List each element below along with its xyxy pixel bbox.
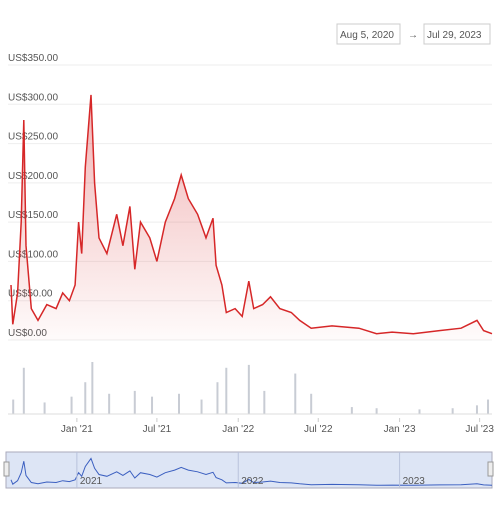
volume-bar [70,396,73,414]
x-tick-label: Jan '23 [384,424,416,435]
y-tick-label: US$350.00 [8,53,58,64]
volume-bar [151,396,154,414]
volume-bar [294,373,297,414]
volume-bar [12,399,15,414]
navigator-window[interactable] [5,451,493,489]
volume-bar [375,408,378,414]
arrow: → [408,30,418,41]
volume-bar [475,405,478,414]
date-from[interactable] [336,23,401,45]
date-to-text[interactable]: Jul 29, 2023 [427,30,482,41]
navigator-tick-label: 2021 [80,476,103,487]
volume-bar [350,407,353,414]
x-tick-label: Jul '21 [143,424,172,435]
y-tick-label: US$200.00 [8,171,58,182]
volume-bar [418,409,421,414]
volume-bar [133,390,136,414]
navigator-tick-label: 2022 [241,476,264,487]
volume-bar [43,402,46,414]
volume-bar [225,367,228,414]
volume-bar [22,367,25,414]
y-tick-label: US$150.00 [8,210,58,221]
volume-bar [84,382,87,414]
volume-bar [200,399,203,414]
volume-bar [487,399,490,414]
date-to[interactable] [423,23,491,45]
navigator-handle[interactable] [487,461,494,477]
volume-bar [177,393,180,414]
volume-bar [216,382,219,414]
volume-bar [310,393,313,414]
x-tick-label: Jan '21 [61,424,93,435]
x-tick-label: Jul '23 [465,424,494,435]
volume-bar [451,408,454,414]
navigator-tick-label: 2023 [403,476,426,487]
y-tick-label: US$300.00 [8,92,58,103]
volume-bar [91,362,94,414]
navigator-line [10,457,493,486]
area [11,94,492,341]
volume-bar [263,390,266,414]
x-tick-label: Jul '22 [304,424,333,435]
price-line [10,94,493,335]
y-tick-label: US$250.00 [8,132,58,143]
date-from-text[interactable]: Aug 5, 2020 [340,30,394,41]
y-tick-label: US$100.00 [8,249,58,260]
navigator-handle[interactable] [3,461,10,477]
volume-bar [247,364,250,414]
volume-bar [108,393,111,414]
x-tick-label: Jan '22 [222,424,254,435]
